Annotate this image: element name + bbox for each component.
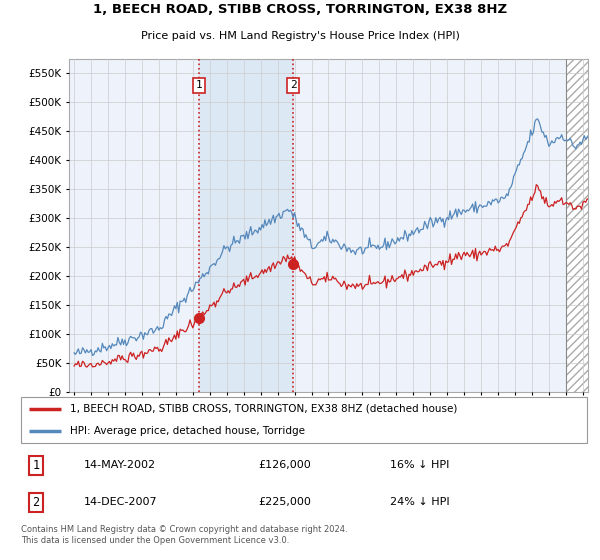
Bar <box>199 59 293 392</box>
Text: 24% ↓ HPI: 24% ↓ HPI <box>391 497 450 507</box>
Text: 16% ↓ HPI: 16% ↓ HPI <box>391 460 450 470</box>
Text: 2: 2 <box>290 81 296 91</box>
Text: HPI: Average price, detached house, Torridge: HPI: Average price, detached house, Torr… <box>70 426 305 436</box>
Text: 1: 1 <box>32 459 40 472</box>
Text: 1, BEECH ROAD, STIBB CROSS, TORRINGTON, EX38 8HZ: 1, BEECH ROAD, STIBB CROSS, TORRINGTON, … <box>93 3 507 16</box>
Text: 14-MAY-2002: 14-MAY-2002 <box>84 460 156 470</box>
Text: 2: 2 <box>32 496 40 509</box>
FancyBboxPatch shape <box>21 397 587 443</box>
Text: 14-DEC-2007: 14-DEC-2007 <box>84 497 158 507</box>
Text: 1, BEECH ROAD, STIBB CROSS, TORRINGTON, EX38 8HZ (detached house): 1, BEECH ROAD, STIBB CROSS, TORRINGTON, … <box>70 404 457 414</box>
Text: Contains HM Land Registry data © Crown copyright and database right 2024.
This d: Contains HM Land Registry data © Crown c… <box>21 525 347 545</box>
Text: Price paid vs. HM Land Registry's House Price Index (HPI): Price paid vs. HM Land Registry's House … <box>140 31 460 41</box>
Text: 1: 1 <box>196 81 202 91</box>
Bar <box>566 59 590 392</box>
Bar <box>566 59 590 392</box>
Text: £225,000: £225,000 <box>259 497 311 507</box>
Text: £126,000: £126,000 <box>259 460 311 470</box>
